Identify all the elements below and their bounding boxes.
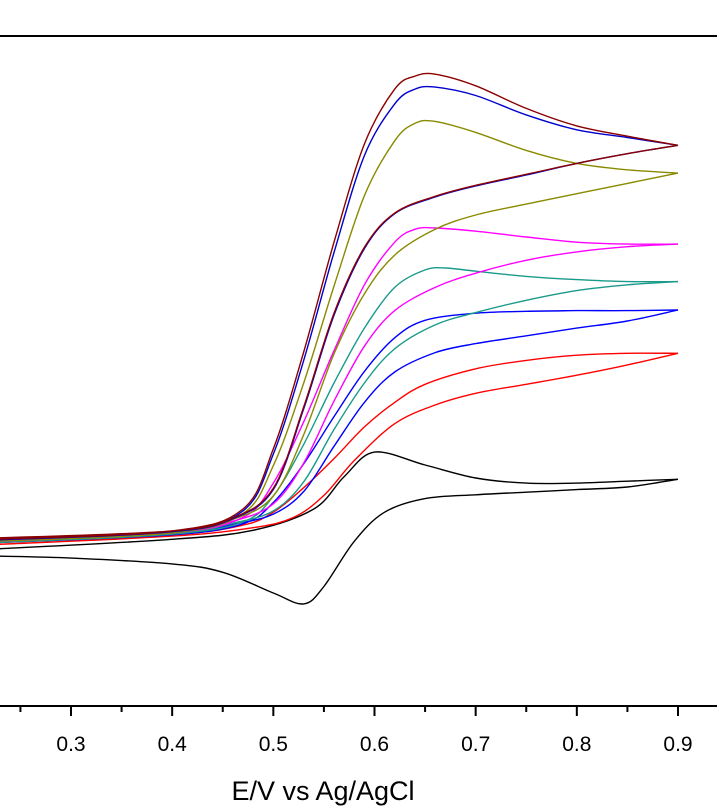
- cv-curve-8-forward: [0, 72, 679, 540]
- curves-layer: [0, 72, 679, 605]
- x-tick-label: 0.5: [259, 733, 288, 756]
- x-tick-label: 0.4: [158, 733, 188, 756]
- cv-curve-3-reverse: [0, 309, 679, 542]
- cv-curve-4-forward: [0, 266, 679, 544]
- plot-frame: [0, 35, 717, 707]
- cv-curve-1-reverse: [0, 478, 679, 605]
- x-tick-label: 0.8: [562, 733, 591, 756]
- x-tick-label: 0.9: [663, 733, 692, 756]
- cv-curve-7-forward: [0, 85, 679, 541]
- cv-curve-6-reverse: [0, 172, 679, 540]
- cv-curve-1-forward: [0, 451, 679, 550]
- cv-curve-3-forward: [0, 309, 679, 544]
- cv-curve-4-reverse: [0, 280, 679, 541]
- x-axis-label: E/V vs Ag/AgCl: [231, 776, 414, 806]
- cv-curve-2-forward: [0, 352, 679, 544]
- x-tick-labels: 0.3 0.4 0.5 0.6 0.7 0.8 0.9: [56, 733, 692, 756]
- x-axis-ticks: [19, 706, 679, 716]
- x-tick-label: 0.3: [56, 733, 85, 756]
- cv-curve-5-reverse: [0, 243, 679, 540]
- cv-curve-2-reverse: [0, 352, 679, 545]
- x-tick-label: 0.6: [360, 733, 389, 756]
- cv-curve-8-reverse: [0, 144, 679, 539]
- cv-curve-5-forward: [0, 226, 679, 542]
- x-tick-label: 0.7: [461, 733, 490, 756]
